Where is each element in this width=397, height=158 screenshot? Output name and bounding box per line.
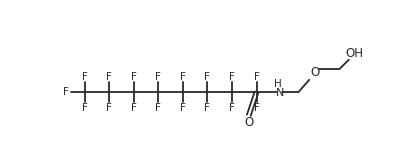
Text: F: F <box>63 87 69 97</box>
Text: OH: OH <box>345 47 363 60</box>
Text: F: F <box>155 72 161 82</box>
Text: F: F <box>204 103 210 112</box>
Text: F: F <box>180 72 186 82</box>
Text: F: F <box>180 103 186 112</box>
Text: F: F <box>131 103 137 112</box>
Text: F: F <box>254 103 260 112</box>
Text: F: F <box>106 72 112 82</box>
Text: F: F <box>131 72 137 82</box>
Text: F: F <box>81 103 87 112</box>
Text: F: F <box>155 103 161 112</box>
Text: F: F <box>204 72 210 82</box>
Text: F: F <box>81 72 87 82</box>
Text: F: F <box>254 72 260 82</box>
Text: N: N <box>276 88 284 98</box>
Text: O: O <box>310 66 319 79</box>
Text: F: F <box>229 72 235 82</box>
Text: F: F <box>229 103 235 112</box>
Text: H: H <box>274 79 282 89</box>
Text: O: O <box>244 116 253 129</box>
Text: F: F <box>106 103 112 112</box>
